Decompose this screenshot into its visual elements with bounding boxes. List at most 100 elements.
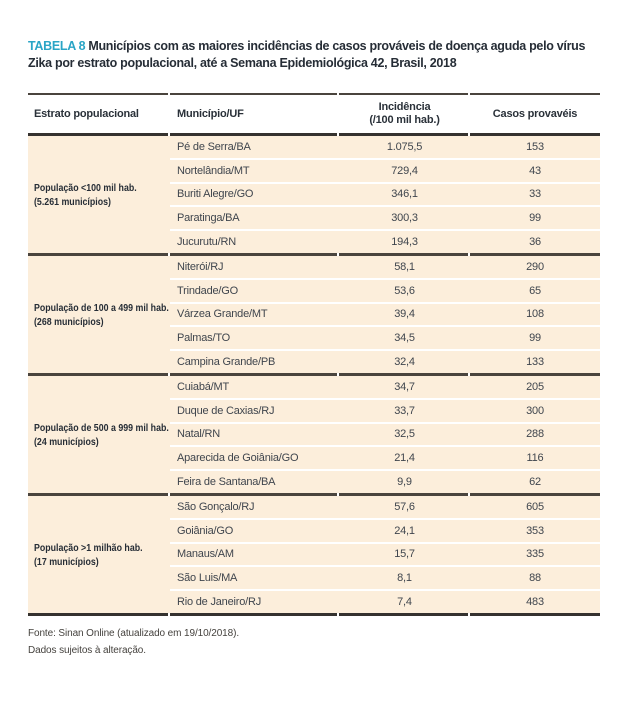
rule-segment xyxy=(170,373,337,376)
rule-segment xyxy=(470,373,600,376)
column-header-municipio: Município/UF xyxy=(177,107,244,120)
incidencia-cell: 39,4 xyxy=(394,308,415,321)
incidencia-cell: 53,6 xyxy=(394,284,415,297)
table-title-text: Municípios com as maiores incidências de… xyxy=(28,39,586,70)
stratum-label: População >1 milhão hab. xyxy=(34,541,143,554)
rule-segment xyxy=(339,133,468,136)
casos-cell: 353 xyxy=(526,524,544,537)
incidencia-cell: 32,4 xyxy=(394,356,415,369)
municipio-cell: Jucurutu/RN xyxy=(177,236,236,249)
municipio-cell: Paratinga/BA xyxy=(177,212,240,225)
casos-cell: 88 xyxy=(529,572,541,585)
table-row: Pé de Serra/BA 1.075,5 153 xyxy=(170,136,600,160)
incidencia-cell: 15,7 xyxy=(394,548,415,561)
incidencia-cell: 58,1 xyxy=(394,260,415,273)
table-row: Trindade/GO 53,6 65 xyxy=(170,279,600,304)
document-page: TABELA 8 Municípios com as maiores incidê… xyxy=(0,38,627,713)
table-row: Buriti Alegre/GO 346,1 33 xyxy=(170,183,600,208)
rule-segment xyxy=(339,373,468,376)
casos-cell: 62 xyxy=(529,476,541,489)
table-row: Niterói/RJ 58,1 290 xyxy=(170,256,600,280)
casos-cell: 483 xyxy=(526,596,544,609)
municipio-cell: Rio de Janeiro/RJ xyxy=(177,596,262,609)
casos-cell: 133 xyxy=(526,356,544,369)
stratum-label: População de 500 a 999 mil hab. xyxy=(34,421,169,434)
table-row: Feira de Santana/BA 9,9 62 xyxy=(170,471,600,493)
table-row: Duque de Caxias/RJ 33,7 300 xyxy=(170,399,600,424)
stratum-count: (24 municípios) xyxy=(34,435,99,448)
incidencia-cell: 1.075,5 xyxy=(386,140,423,153)
column-header-casos: Casos provavéis xyxy=(492,107,578,120)
casos-cell: 205 xyxy=(526,380,544,393)
stratum-group-500-999k: População de 500 a 999 mil hab. (24 muni… xyxy=(28,376,600,493)
group-separator-rule xyxy=(28,373,600,376)
stratum-count: (268 municípios) xyxy=(34,315,104,328)
municipio-cell: Campina Grande/PB xyxy=(177,356,276,369)
municipio-cell: Palmas/TO xyxy=(177,332,231,345)
rule-segment xyxy=(470,93,600,95)
casos-cell: 33 xyxy=(529,188,541,201)
municipio-cell: Goiânia/GO xyxy=(177,524,234,537)
rule-segment xyxy=(170,613,337,616)
stratum-count: (5.261 municípios) xyxy=(34,195,111,208)
disclaimer-note: Dados sujeitos à alteração. xyxy=(28,645,146,656)
column-header-incidencia: Incidência (/100 mil hab.) xyxy=(339,101,470,127)
stratum-label: População de 100 a 499 mil hab. xyxy=(34,301,169,314)
stratum-rows: Pé de Serra/BA 1.075,5 153 Nortelândia/M… xyxy=(170,136,600,253)
incidencia-cell: 729,4 xyxy=(391,164,418,177)
casos-cell: 288 xyxy=(526,428,544,441)
rule-segment xyxy=(339,93,468,95)
rule-segment xyxy=(28,253,168,256)
rule-segment xyxy=(28,133,168,136)
stratum-count: (17 municípios) xyxy=(34,555,99,568)
table-row: Manaus/AM 15,7 335 xyxy=(170,543,600,568)
table-row: Palmas/TO 34,5 99 xyxy=(170,327,600,352)
municipio-cell: Feira de Santana/BA xyxy=(177,476,276,489)
casos-cell: 153 xyxy=(526,140,544,153)
rule-segment xyxy=(470,253,600,256)
rule-segment xyxy=(170,133,337,136)
rule-segment xyxy=(170,253,337,256)
data-table: Estrato populacional Município/UF Incidê… xyxy=(28,93,600,616)
column-header-incidencia-line2: (/100 mil hab.) xyxy=(369,114,440,126)
municipio-cell: Duque de Caxias/RJ xyxy=(177,404,275,417)
municipio-cell: Pé de Serra/BA xyxy=(177,140,251,153)
rule-segment xyxy=(470,133,600,136)
stratum-label: População <100 mil hab. xyxy=(34,181,137,194)
incidencia-cell: 34,5 xyxy=(394,332,415,345)
stratum-group-gt1m: População >1 milhão hab. (17 municípios)… xyxy=(28,496,600,613)
group-separator-rule xyxy=(28,493,600,496)
stratum-cell: População de 500 a 999 mil hab. (24 muni… xyxy=(28,376,170,493)
table-bottom-rule xyxy=(28,613,600,616)
casos-cell: 335 xyxy=(526,548,544,561)
casos-cell: 65 xyxy=(529,284,541,297)
header-bottom-rule xyxy=(28,133,600,136)
rule-segment xyxy=(470,613,600,616)
stratum-cell: População >1 milhão hab. (17 municípios) xyxy=(28,496,170,613)
rule-segment xyxy=(339,253,468,256)
casos-cell: 99 xyxy=(529,332,541,345)
stratum-group-lt100k: População <100 mil hab. (5.261 município… xyxy=(28,136,600,253)
incidencia-cell: 7,4 xyxy=(397,596,412,609)
table-top-rule xyxy=(28,93,600,95)
table-row: Cuiabá/MT 34,7 205 xyxy=(170,376,600,400)
table-number-label: TABELA 8 xyxy=(28,39,86,53)
casos-cell: 99 xyxy=(529,212,541,225)
incidencia-cell: 33,7 xyxy=(394,404,415,417)
incidencia-cell: 346,1 xyxy=(391,188,418,201)
stratum-rows: São Gonçalo/RJ 57,6 605 Goiânia/GO 24,1 … xyxy=(170,496,600,613)
stratum-cell: População de 100 a 499 mil hab. (268 mun… xyxy=(28,256,170,373)
table-row: Aparecida de Goiânia/GO 21,4 116 xyxy=(170,447,600,472)
municipio-cell: Trindade/GO xyxy=(177,284,238,297)
municipio-cell: Natal/RN xyxy=(177,428,221,441)
rule-segment xyxy=(339,613,468,616)
municipio-cell: Manaus/AM xyxy=(177,548,234,561)
incidencia-cell: 9,9 xyxy=(397,476,412,489)
casos-cell: 108 xyxy=(526,308,544,321)
table-row: Rio de Janeiro/RJ 7,4 483 xyxy=(170,591,600,613)
stratum-rows: Niterói/RJ 58,1 290 Trindade/GO 53,6 65 … xyxy=(170,256,600,373)
table-row: São Luis/MA 8,1 88 xyxy=(170,567,600,592)
table-row: Nortelândia/MT 729,4 43 xyxy=(170,159,600,184)
stratum-rows: Cuiabá/MT 34,7 205 Duque de Caxias/RJ 33… xyxy=(170,376,600,493)
incidencia-cell: 24,1 xyxy=(394,524,415,537)
